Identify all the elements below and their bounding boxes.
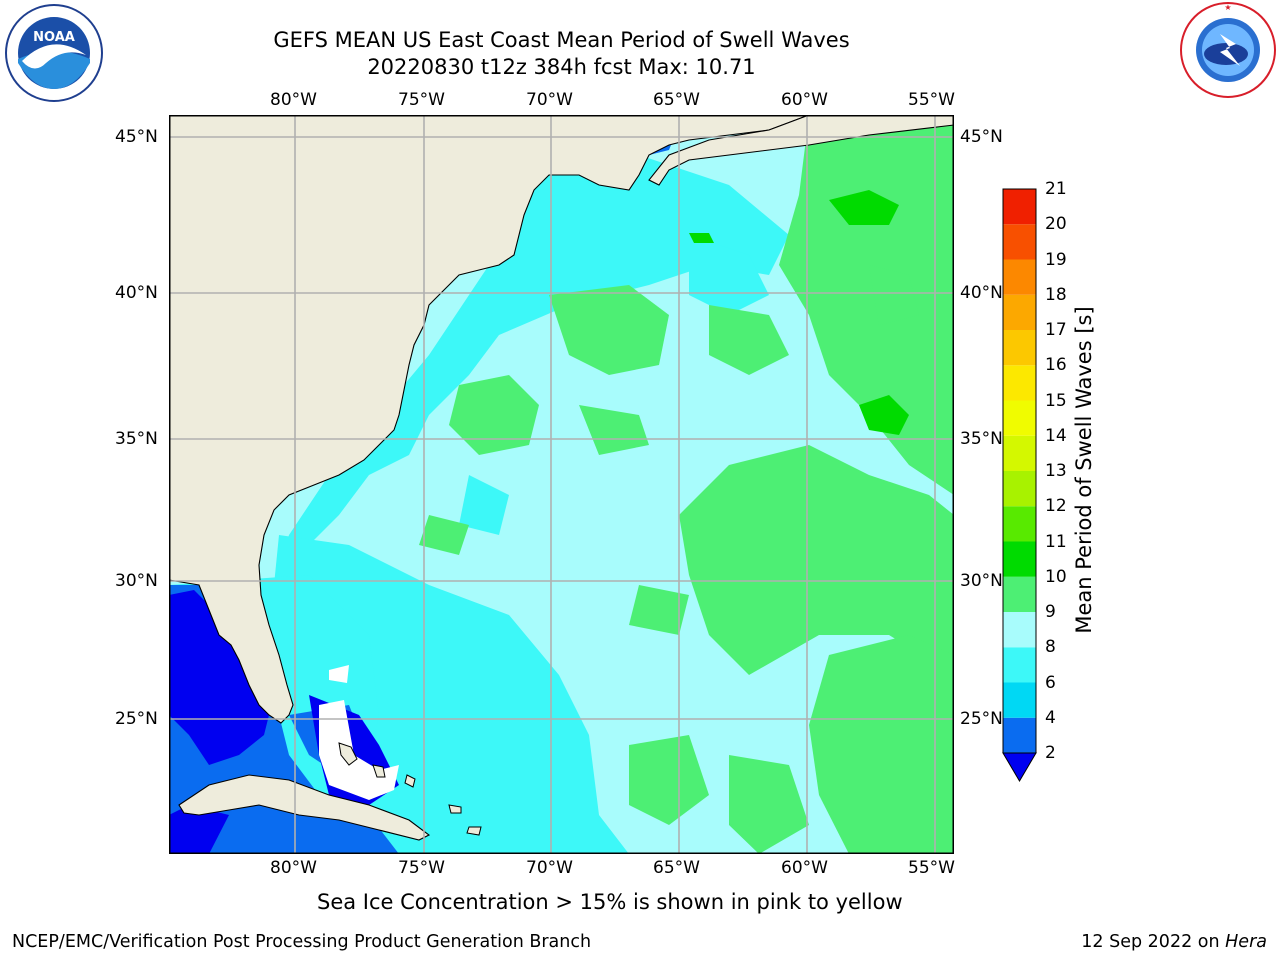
colorbar-tick-label: 4 [1045, 707, 1056, 728]
chart-subtitle: 20220830 t12z 384h fcst Max: 10.71 [367, 55, 756, 79]
colorbar [1002, 187, 1038, 787]
colorbar-segment [1003, 294, 1036, 330]
land-cuba [178, 774, 431, 841]
colorbar-label: Mean Period of Swell Waves [s] [1072, 306, 1096, 634]
colorbar-segment [1003, 471, 1036, 507]
lat-label-left: 45°N [115, 127, 158, 147]
colorbar-tick-label: 11 [1045, 531, 1067, 552]
colorbar-tick-label: 17 [1045, 320, 1067, 340]
lat-label-left: 40°N [115, 283, 158, 303]
lat-label-left: 35°N [115, 429, 158, 449]
colorbar-segment [1003, 612, 1036, 648]
lon-label-top: 60°W [781, 90, 828, 110]
lat-label-right: 45°N [960, 127, 1003, 147]
colorbar-segment [1003, 259, 1036, 295]
colorbar-segment [1003, 576, 1036, 612]
land-bahamas [338, 742, 482, 836]
lon-label-bottom: 70°W [526, 858, 573, 878]
colorbar-tick-label: 8 [1045, 637, 1056, 658]
lon-label-top: 80°W [270, 90, 317, 110]
chart-title: GEFS MEAN US East Coast Mean Period of S… [273, 28, 850, 52]
colorbar-segment [1003, 189, 1036, 225]
lat-label-right: 40°N [960, 283, 1003, 303]
lat-label-right: 35°N [960, 429, 1003, 449]
lon-label-top: 65°W [653, 90, 700, 110]
colorbar-segment [1003, 717, 1036, 753]
colorbar-segment [1003, 541, 1036, 577]
credit-right: 12 Sep 2022 on Hera [1081, 932, 1267, 952]
land-north-america [169, 115, 810, 724]
colorbar-svg [1002, 188, 1037, 782]
colorbar-segment [1003, 682, 1036, 718]
lat-label-left: 25°N [115, 709, 158, 729]
lon-label-bottom: 60°W [781, 858, 828, 878]
colorbar-tick-label: 9 [1045, 602, 1056, 622]
colorbar-segment [1003, 647, 1036, 683]
colorbar-tick-label: 18 [1045, 284, 1067, 305]
nws-logo: ★ [1176, 0, 1280, 100]
lat-label-left: 30°N [115, 571, 158, 591]
lon-label-bottom: 80°W [270, 858, 317, 878]
colorbar-segment [1003, 506, 1036, 542]
colorbar-tick-label: 14 [1045, 425, 1067, 446]
lon-label-bottom: 55°W [908, 858, 955, 878]
colorbar-segment [1003, 330, 1036, 366]
colorbar-tick-label: 21 [1045, 179, 1067, 199]
lat-label-right: 25°N [960, 709, 1003, 729]
colorbar-segment [1003, 224, 1036, 260]
svg-text:★: ★ [1224, 3, 1231, 12]
colorbar-frame [1002, 188, 1037, 754]
lon-label-top: 70°W [526, 90, 573, 110]
lon-label-top: 55°W [908, 90, 955, 110]
swell-9s-zones [419, 115, 954, 854]
lon-label-top: 75°W [398, 90, 445, 110]
colorbar-tick-label: 2 [1045, 743, 1056, 763]
colorbar-tick-label: 6 [1045, 672, 1056, 693]
colorbar-tick-labels: 2 4 6 8 9 10 11 12 13 14 15 16 17 18 19 20 21 [1045, 179, 1085, 770]
colorbar-tick-label: 15 [1045, 390, 1067, 411]
map-panel [169, 115, 954, 854]
colorbar-under-triangle [1002, 752, 1037, 782]
lon-label-bottom: 65°W [653, 858, 700, 878]
credit-host: Hera [1225, 932, 1267, 952]
map-svg [169, 115, 954, 854]
colorbar-tick-label: 10 [1045, 566, 1067, 587]
colorbar-tick-label: 16 [1045, 355, 1067, 376]
lat-label-right: 30°N [960, 571, 1003, 591]
map-gridlines [169, 115, 954, 854]
colorbar-tick-label: 12 [1045, 496, 1067, 517]
colorbar-tick-label: 13 [1045, 461, 1067, 481]
swell-10s-zones [689, 190, 909, 435]
credit-date: 12 Sep 2022 on [1081, 932, 1226, 952]
map-frame [169, 115, 954, 854]
colorbar-segment [1003, 435, 1036, 471]
svg-text:NOAA: NOAA [33, 30, 75, 45]
colorbar-segment [1003, 400, 1036, 436]
sea-ice-note: Sea Ice Concentration > 15% is shown in … [317, 890, 903, 914]
colorbar-tick-label: 19 [1045, 249, 1067, 270]
lon-label-bottom: 75°W [398, 858, 445, 878]
colorbar-tick-label: 20 [1045, 214, 1067, 235]
noaa-logo: NOAA [4, 3, 104, 103]
credit-left: NCEP/EMC/Verification Post Processing Pr… [12, 932, 592, 952]
colorbar-segment [1003, 365, 1036, 401]
